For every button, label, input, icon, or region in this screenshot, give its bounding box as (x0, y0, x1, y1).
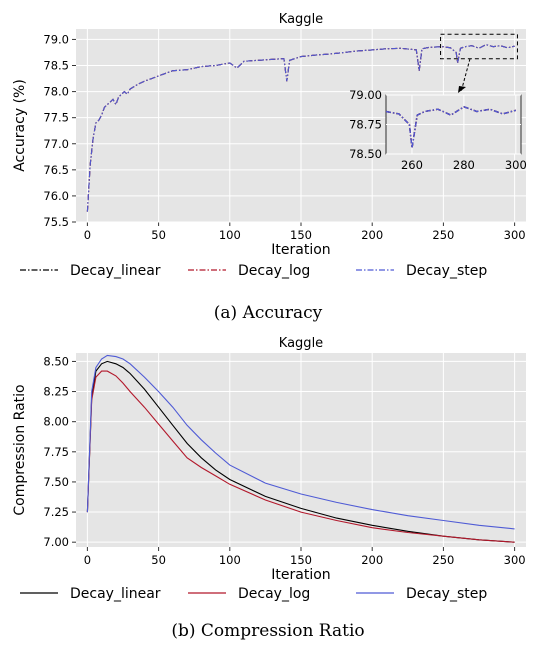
chart0-x-tick-label: 300 (504, 228, 526, 242)
chart0-inset-x-tick-label: 300 (505, 158, 527, 172)
chart0-zoom-arrowhead (458, 86, 466, 93)
chart1-y-tick-label: 7.25 (43, 505, 69, 519)
chart0-x-tick-label: 50 (151, 228, 166, 242)
chart1-series-decay-step-line (86, 354, 515, 530)
chart0-caption: (a) Accuracy (214, 303, 323, 323)
chart0-inset-y-tick-label: 79.00 (349, 88, 382, 102)
chart0-y-tick-label: 78.0 (43, 85, 69, 99)
chart1-x-tick-label: 200 (361, 553, 383, 567)
chart0-zoom-arrow (460, 58, 471, 93)
chart0-x-tick-label: 150 (290, 228, 312, 242)
chart1-y-tick-label: 8.50 (43, 354, 69, 368)
chart1-x-axis-label: Iteration (271, 567, 330, 583)
chart0-y-tick-label: 77.5 (43, 111, 69, 125)
chart1-legend-label: Decay_log (238, 586, 310, 602)
chart1-x-tick-label: 250 (432, 553, 454, 567)
chart0-y-tick-label: 79.0 (43, 32, 69, 46)
chart1-legend-label: Decay_step (406, 586, 487, 602)
chart0-inset-y-tick-label: 78.50 (349, 147, 382, 161)
chart0-legend-label: Decay_linear (70, 263, 161, 279)
chart0-zoom-region-box (440, 33, 518, 60)
chart1-caption: (b) Compression Ratio (171, 621, 364, 641)
chart0-inset-series-decay-step-line (385, 106, 516, 149)
chart1-legend-label: Decay_linear (70, 586, 161, 602)
chart1-series-decay-log-line (86, 370, 515, 543)
chart1-x-tick-label: 300 (504, 553, 526, 567)
chart0-legend-label: Decay_step (406, 263, 487, 279)
chart0-y-tick-label: 76.0 (43, 189, 69, 203)
chart1-x-tick-label: 150 (290, 553, 312, 567)
chart0-x-tick-label: 0 (84, 228, 91, 242)
chart1-x-tick-label: 50 (151, 553, 166, 567)
chart0-y-tick-label: 75.5 (43, 215, 69, 229)
chart0-inset-x-tick-label: 280 (453, 158, 475, 172)
chart1-x-tick-label: 0 (84, 553, 91, 567)
chart0-x-tick-label: 100 (219, 228, 241, 242)
chart0-inset-y-tick-label: 78.75 (349, 118, 382, 132)
chart0-x-axis-label: Iteration (271, 242, 330, 258)
chart0-inset-x-tick-label: 260 (401, 158, 423, 172)
chart1-series-decay-linear-line (86, 360, 515, 543)
chart1-title: Kaggle (279, 336, 323, 351)
chart1-x-tick-label: 100 (219, 553, 241, 567)
chart0-legend-label: Decay_log (238, 263, 310, 279)
chart1-y-tick-label: 7.50 (43, 475, 69, 489)
chart1-y-tick-label: 8.25 (43, 385, 69, 399)
chart1-y-axis-label: Compression Ratio (12, 384, 28, 515)
chart0-x-tick-label: 250 (432, 228, 454, 242)
chart0-x-tick-label: 200 (361, 228, 383, 242)
chart0-series-decay-step-line (86, 44, 515, 212)
chart0-y-axis-label: Accuracy (%) (12, 79, 28, 172)
chart1-y-tick-label: 7.00 (43, 535, 69, 549)
chart0-title: Kaggle (279, 12, 323, 27)
chart1-y-tick-label: 7.75 (43, 445, 69, 459)
chart0-y-tick-label: 77.0 (43, 137, 69, 151)
chart0-y-tick-label: 78.5 (43, 59, 69, 73)
chart1-y-tick-label: 8.00 (43, 415, 69, 429)
chart0-y-tick-label: 76.5 (43, 163, 69, 177)
